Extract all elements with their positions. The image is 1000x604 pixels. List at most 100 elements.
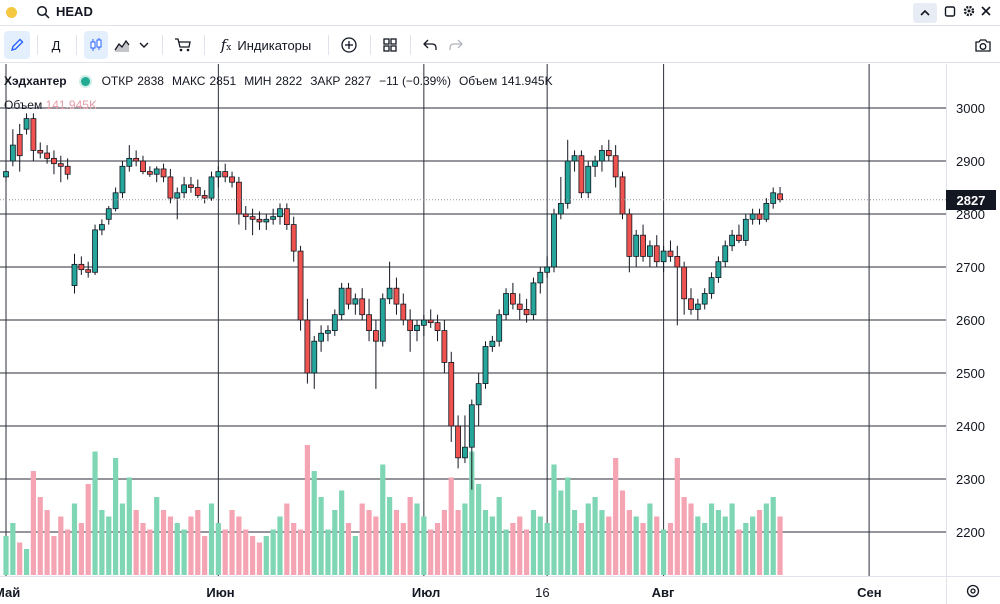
volume-bar (195, 510, 201, 575)
chart-settings-button[interactable] (965, 583, 981, 604)
volume-bar (113, 458, 119, 575)
chart-type-dropdown[interactable] (136, 31, 152, 59)
function-icon: fx (220, 36, 232, 54)
high-value: 2851 (209, 74, 237, 88)
candle-body (256, 218, 263, 223)
grid-icon (383, 38, 397, 52)
candle-body (126, 157, 133, 167)
open-value: 2838 (137, 74, 164, 88)
volume-bar (708, 503, 715, 575)
candle-body (571, 155, 578, 162)
compare-button[interactable] (170, 31, 196, 59)
chart-pane[interactable]: 3000 2900 2800 2700 2600 2500 2400 2300 2200 Май И… (0, 64, 1000, 604)
volume-bar (92, 451, 98, 575)
undo-button[interactable] (418, 31, 442, 59)
volume-bar (291, 523, 297, 575)
candle-body (701, 293, 708, 305)
series-legend: Хэдхантер ОТКР 2838 МАКС 2851 МИН 2822 ЗАКР… (4, 74, 553, 88)
high-label: МАКС (171, 74, 206, 88)
time-tick-label: Июн (206, 585, 234, 600)
candle-body (509, 293, 516, 305)
volume-bar (393, 510, 400, 575)
undo-icon (423, 39, 437, 50)
price-chart[interactable]: 3000 2900 2800 2700 2600 2500 2400 2300 2200 Май И… (0, 64, 1000, 604)
candle-body (311, 340, 318, 374)
draw-tool-button[interactable] (4, 31, 30, 59)
candle-body (16, 134, 23, 157)
volume-bar (640, 523, 646, 575)
price-tick-label: 2600 (956, 313, 985, 328)
chart-toolbar: Д fx Индикаторы (0, 27, 1000, 63)
volume-bar (10, 523, 16, 575)
candle-body (640, 234, 646, 257)
price-tick-label: 2700 (956, 260, 985, 275)
candle-body (462, 446, 468, 459)
volume-bar (106, 516, 112, 575)
volume-bar (482, 510, 489, 575)
gear-icon[interactable] (962, 4, 975, 18)
candle-body (30, 118, 37, 151)
candle-body (201, 195, 208, 199)
volume-bar (304, 445, 310, 575)
candle-body (736, 234, 742, 241)
volume-bar (428, 529, 434, 575)
volume-bar (715, 510, 721, 575)
volume-bar (489, 516, 495, 575)
candle-body (270, 216, 277, 220)
volume-bar (770, 497, 776, 575)
volume-bar (174, 523, 180, 575)
volume-bar (222, 529, 228, 575)
candle-body (92, 229, 98, 273)
collapse-button[interactable] (913, 3, 937, 23)
candle-body (359, 298, 366, 316)
candles-type-button[interactable] (84, 31, 108, 59)
window-restore-icon[interactable] (944, 4, 956, 18)
volume-bar (421, 516, 427, 575)
symbol-search[interactable]: HEAD (30, 2, 910, 23)
volume-bar (777, 516, 783, 575)
candle-body (297, 250, 304, 321)
candle-body (523, 308, 530, 316)
symbol-text[interactable]: HEAD (56, 4, 93, 19)
volume-bar (167, 516, 173, 575)
screenshot-button[interactable] (970, 31, 996, 59)
candle-body (23, 118, 30, 130)
close-icon[interactable] (980, 4, 992, 18)
candle-body (133, 157, 140, 162)
candle-body (455, 425, 462, 459)
redo-button[interactable] (444, 31, 468, 59)
layout-button[interactable] (377, 31, 403, 59)
volume-bar (558, 490, 564, 575)
candle-body (756, 213, 763, 220)
candle-body (578, 155, 585, 194)
candle-body (71, 263, 78, 286)
chevron-up-icon (920, 9, 930, 16)
candle-body (194, 187, 201, 196)
candle-body (167, 176, 174, 199)
time-tick-label: Май (0, 585, 20, 600)
candle-body (496, 314, 503, 342)
volume-bar (352, 536, 358, 575)
area-chart-button[interactable] (110, 31, 134, 59)
symbol-bar: HEAD (0, 0, 1000, 26)
candle-body (681, 266, 688, 300)
candle-body (770, 192, 777, 204)
volume-bar (181, 529, 187, 575)
candle-body (777, 193, 783, 201)
indicators-button[interactable]: fx Индикаторы (212, 31, 320, 59)
candle-body (612, 155, 619, 178)
volume-bar (756, 510, 763, 575)
candle-body (667, 250, 674, 257)
interval-button[interactable]: Д (51, 37, 61, 53)
price-tick-label: 2200 (956, 525, 985, 540)
volume-bar (661, 529, 667, 575)
redo-icon (449, 39, 463, 50)
volume-bar (256, 542, 263, 575)
candle-body (530, 282, 537, 316)
candle-body (715, 261, 722, 279)
volume-bar (510, 523, 516, 575)
add-alert-button[interactable] (336, 31, 362, 59)
volume-bar (551, 464, 557, 575)
candle-body (57, 163, 64, 167)
candle-body (544, 266, 551, 273)
